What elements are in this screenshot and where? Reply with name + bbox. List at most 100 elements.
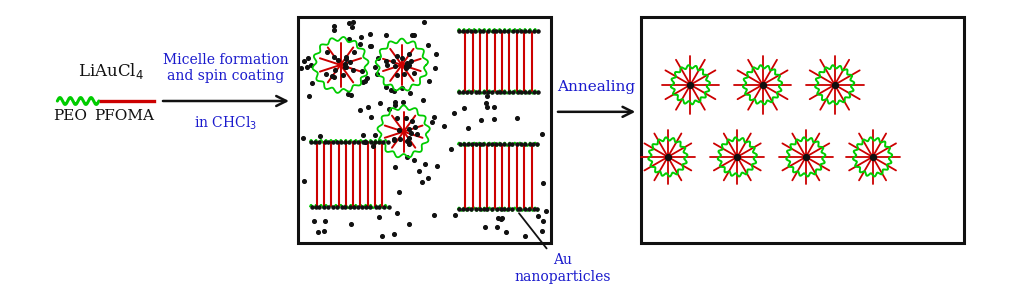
Point (492, 142, 508, 147)
Point (398, 60, 415, 65)
Point (480, 90, 496, 94)
Point (341, 20, 357, 25)
Point (342, 60, 358, 64)
Point (326, 55, 342, 59)
Point (359, 105, 376, 109)
Point (386, 138, 402, 142)
Point (478, 101, 494, 105)
Point (320, 139, 336, 144)
Point (468, 207, 484, 212)
Point (517, 28, 533, 33)
Point (473, 118, 489, 122)
Point (356, 140, 373, 145)
Point (458, 28, 475, 33)
Point (426, 212, 442, 217)
Point (459, 126, 476, 131)
Point (394, 56, 410, 60)
Point (454, 90, 471, 94)
Point (403, 130, 420, 135)
Point (529, 207, 545, 212)
Point (468, 90, 484, 94)
Point (493, 217, 509, 222)
Point (526, 28, 542, 33)
Point (361, 32, 378, 36)
Point (330, 58, 346, 62)
Point (372, 101, 388, 105)
Point (472, 142, 488, 147)
Point (450, 90, 467, 94)
Point (315, 204, 332, 209)
Point (509, 90, 526, 94)
Point (464, 142, 480, 147)
Point (389, 72, 405, 77)
Bar (641, 17, 964, 243)
Point (501, 90, 518, 94)
Point (335, 73, 351, 78)
Point (455, 28, 472, 33)
Point (299, 65, 315, 70)
Point (475, 142, 491, 147)
Point (827, 82, 843, 87)
Point (386, 89, 402, 93)
Point (391, 189, 407, 194)
Point (329, 139, 345, 144)
Point (400, 222, 417, 226)
Bar (298, 17, 550, 243)
Point (480, 28, 496, 33)
Point (394, 86, 410, 91)
Point (372, 139, 388, 144)
Point (341, 204, 357, 209)
Point (345, 20, 361, 24)
Point (333, 139, 349, 144)
Point (455, 105, 472, 110)
Point (729, 155, 745, 159)
Point (327, 67, 343, 72)
Point (403, 32, 420, 37)
Point (349, 139, 366, 144)
Point (445, 111, 461, 116)
Point (338, 55, 354, 59)
Point (496, 142, 513, 147)
Point (426, 115, 442, 120)
Text: Au
nanoparticles: Au nanoparticles (515, 213, 611, 284)
Point (488, 142, 504, 147)
Point (508, 116, 525, 120)
Point (498, 229, 515, 234)
Point (389, 211, 405, 215)
Point (538, 208, 554, 213)
Point (398, 116, 415, 121)
Point (450, 28, 467, 33)
Point (398, 64, 415, 68)
Point (479, 105, 495, 110)
Point (376, 139, 392, 144)
Point (530, 214, 546, 218)
Point (513, 28, 529, 33)
Point (353, 69, 370, 74)
Point (304, 81, 321, 85)
Point (307, 139, 324, 144)
Point (493, 207, 509, 212)
Point (385, 59, 401, 63)
Point (406, 33, 423, 37)
Point (400, 63, 417, 67)
Point (459, 142, 476, 147)
Point (534, 132, 550, 137)
Point (486, 105, 502, 109)
Point (357, 78, 374, 83)
Point (337, 62, 353, 66)
Point (513, 207, 529, 212)
Point (529, 142, 545, 147)
Point (337, 64, 353, 69)
Point (378, 59, 394, 63)
Point (342, 222, 358, 227)
Point (484, 90, 500, 94)
Point (417, 20, 433, 24)
Point (387, 100, 403, 105)
Point (500, 207, 517, 212)
Point (415, 97, 431, 102)
Point (380, 139, 396, 144)
Point (339, 91, 355, 96)
Point (505, 90, 522, 94)
Point (354, 139, 371, 144)
Point (463, 207, 479, 212)
